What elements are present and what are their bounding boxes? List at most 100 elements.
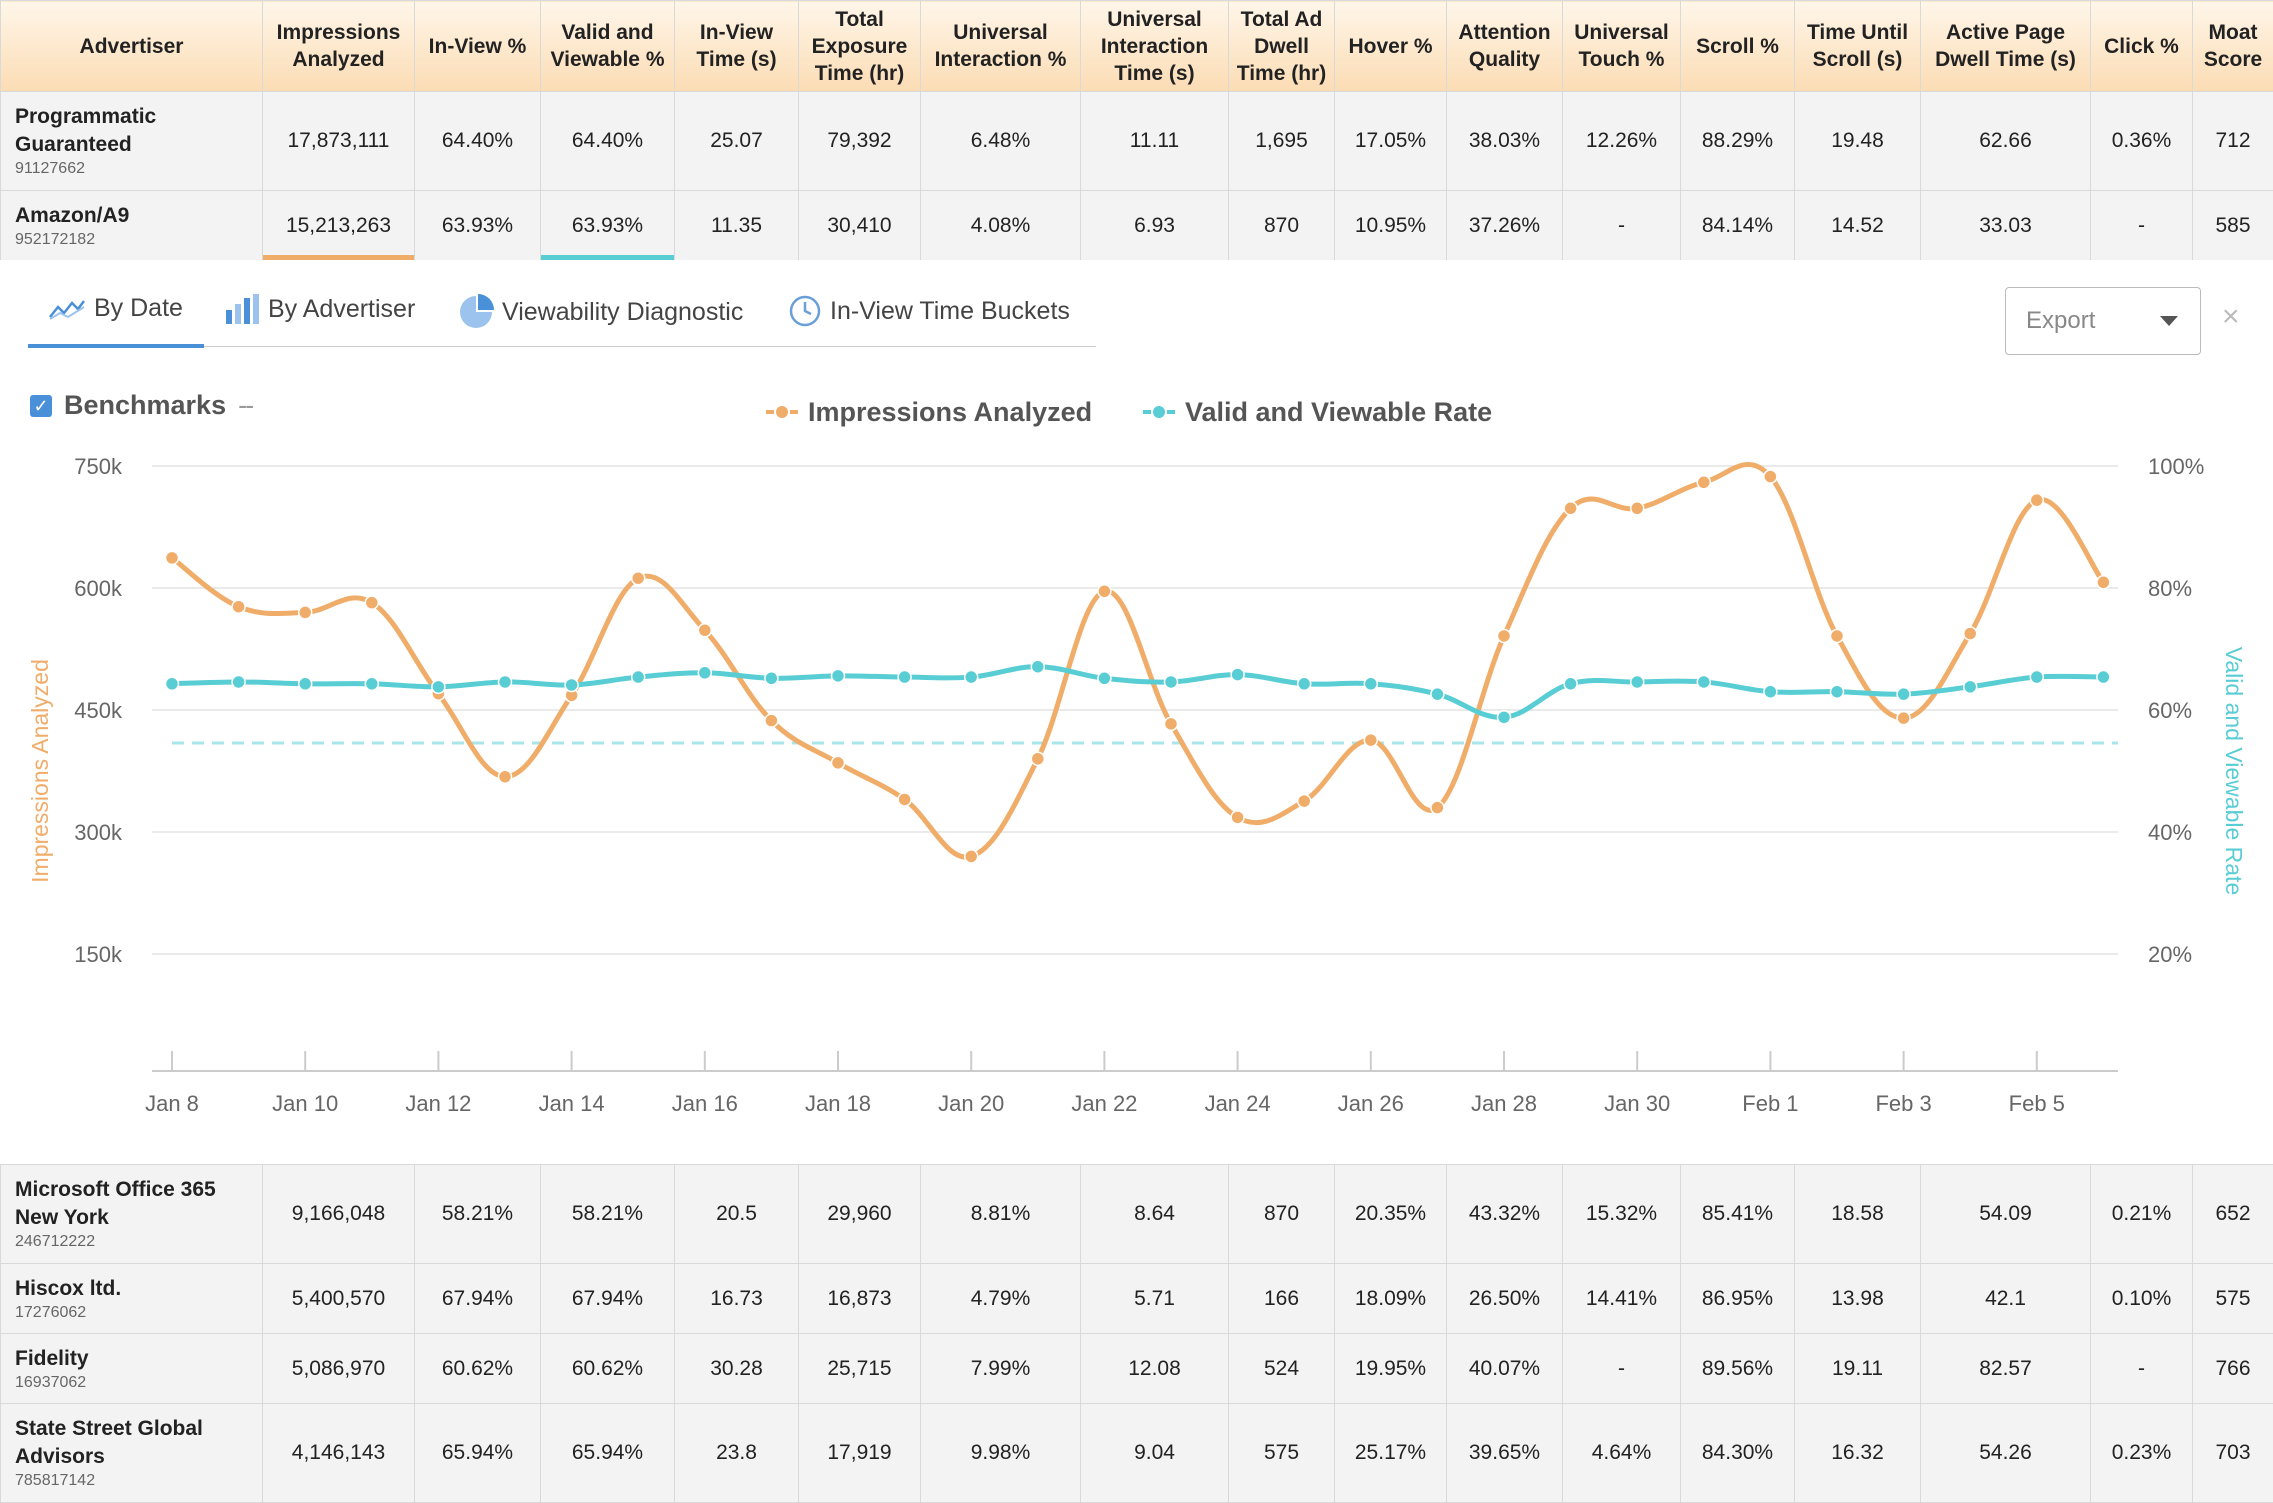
- data-point[interactable]: [297, 676, 313, 692]
- tab-in-view-time-buckets[interactable]: In-View Time Buckets: [788, 294, 1070, 328]
- benchmarks-toggle[interactable]: ✓ Benchmarks --: [30, 390, 254, 421]
- data-point[interactable]: [1563, 676, 1578, 692]
- advertiser-cell[interactable]: Programmatic Guaranteed 91127662: [0, 91, 263, 191]
- data-point[interactable]: [1030, 659, 1046, 674]
- data-point[interactable]: [1829, 628, 1845, 644]
- data-point[interactable]: [1097, 671, 1112, 686]
- data-point[interactable]: [564, 677, 579, 693]
- data-point[interactable]: [2029, 669, 2045, 685]
- column-header[interactable]: Scroll %: [1680, 0, 1795, 92]
- data-point[interactable]: [1097, 584, 1112, 599]
- legend-item[interactable]: Impressions Analyzed: [766, 397, 1092, 427]
- data-point[interactable]: [1230, 810, 1245, 825]
- data-point[interactable]: [431, 679, 446, 695]
- table-row[interactable]: Microsoft Office 365 New York 246712222 9,…: [0, 1164, 2273, 1264]
- data-point[interactable]: [497, 769, 513, 784]
- advertiser-cell[interactable]: State Street Global Advisors 785817142: [0, 1403, 263, 1503]
- data-point[interactable]: [1163, 716, 1179, 732]
- benchmarks-checkbox[interactable]: ✓: [30, 394, 52, 417]
- data-point[interactable]: [630, 669, 646, 685]
- data-point[interactable]: [1629, 674, 1645, 690]
- data-point[interactable]: [1896, 686, 1911, 702]
- data-point[interactable]: [364, 595, 380, 610]
- column-header[interactable]: Time Until Scroll (s): [1794, 0, 1921, 92]
- data-point[interactable]: [1496, 628, 1512, 644]
- data-point[interactable]: [1763, 469, 1778, 484]
- data-point[interactable]: [830, 668, 846, 684]
- legend-item[interactable]: Valid and Viewable Rate: [1143, 397, 1492, 427]
- column-header[interactable]: Active Page Dwell Time (s): [1920, 0, 2091, 92]
- advertiser-name: Microsoft Office 365 New York: [15, 1178, 216, 1229]
- data-point[interactable]: [897, 792, 912, 807]
- data-point[interactable]: [1629, 501, 1645, 516]
- data-point[interactable]: [497, 674, 513, 690]
- benchmarks-dash-icon: --: [238, 390, 254, 420]
- column-header[interactable]: In-View Time (s): [674, 0, 799, 92]
- data-point[interactable]: [1363, 676, 1379, 692]
- data-point[interactable]: [963, 669, 979, 685]
- column-header[interactable]: Attention Quality: [1446, 0, 1563, 92]
- advertiser-cell[interactable]: Amazon/A9 952172182: [0, 190, 263, 261]
- column-header[interactable]: Total Ad Dwell Time (hr): [1228, 0, 1335, 92]
- data-point[interactable]: [1696, 475, 1712, 490]
- data-point[interactable]: [1829, 684, 1845, 699]
- column-header[interactable]: Universal Interaction %: [920, 0, 1081, 92]
- table-row[interactable]: Fidelity 16937062 5,086,970 60.62% 60.62% 30.…: [0, 1333, 2273, 1404]
- tab-by-date[interactable]: By Date: [48, 294, 183, 323]
- data-point[interactable]: [830, 755, 846, 771]
- data-point[interactable]: [697, 665, 713, 681]
- data-point[interactable]: [2096, 669, 2111, 685]
- data-point[interactable]: [764, 671, 779, 686]
- close-icon[interactable]: ×: [2222, 300, 2240, 333]
- data-point[interactable]: [1696, 674, 1712, 690]
- data-point[interactable]: [364, 676, 380, 692]
- column-header[interactable]: Moat Score: [2192, 0, 2273, 92]
- data-point[interactable]: [2029, 492, 2045, 508]
- data-point[interactable]: [1962, 679, 1978, 695]
- data-point[interactable]: [630, 570, 646, 586]
- column-header[interactable]: Hover %: [1334, 0, 1447, 92]
- tab-by-advertiser[interactable]: By Advertiser: [224, 294, 415, 324]
- advertiser-cell[interactable]: Fidelity 16937062: [0, 1333, 263, 1404]
- data-point[interactable]: [297, 605, 313, 620]
- data-point[interactable]: [164, 550, 180, 566]
- column-header[interactable]: Universal Touch %: [1562, 0, 1681, 92]
- column-header[interactable]: Universal Interaction Time (s): [1080, 0, 1229, 92]
- data-point[interactable]: [231, 599, 246, 614]
- table-row[interactable]: State Street Global Advisors 785817142 4,1…: [0, 1403, 2273, 1503]
- column-header[interactable]: Total Exposure Time (hr): [798, 0, 921, 92]
- table-row[interactable]: Programmatic Guaranteed 91127662 17,873,11…: [0, 91, 2273, 191]
- column-header[interactable]: Click %: [2090, 0, 2193, 92]
- column-header[interactable]: Impressions Analyzed: [262, 0, 415, 92]
- advertiser-cell[interactable]: Hiscox ltd. 17276062: [0, 1263, 263, 1334]
- column-header[interactable]: Valid and Viewable %: [540, 0, 675, 92]
- data-point[interactable]: [697, 623, 713, 638]
- data-point[interactable]: [1030, 751, 1046, 767]
- y-right-tick-label: 20%: [2148, 942, 2192, 967]
- data-point[interactable]: [1563, 501, 1578, 516]
- data-point[interactable]: [897, 669, 912, 685]
- data-point[interactable]: [963, 849, 979, 864]
- data-point[interactable]: [1896, 710, 1911, 726]
- data-point[interactable]: [1230, 667, 1245, 682]
- data-point[interactable]: [2096, 575, 2111, 590]
- data-point[interactable]: [764, 713, 779, 728]
- data-point[interactable]: [231, 674, 246, 690]
- column-header[interactable]: In-View %: [414, 0, 541, 92]
- data-point[interactable]: [1363, 732, 1379, 748]
- data-point[interactable]: [1763, 684, 1778, 699]
- data-point[interactable]: [1496, 710, 1512, 725]
- advertiser-cell[interactable]: Microsoft Office 365 New York 246712222: [0, 1164, 263, 1264]
- data-point[interactable]: [1163, 674, 1179, 690]
- data-point[interactable]: [164, 676, 180, 692]
- column-header[interactable]: Advertiser: [0, 0, 263, 92]
- data-point[interactable]: [1296, 676, 1312, 692]
- data-point[interactable]: [1430, 800, 1445, 815]
- table-row[interactable]: Hiscox ltd. 17276062 5,400,570 67.94% 67.94%…: [0, 1263, 2273, 1334]
- data-point[interactable]: [1296, 793, 1312, 809]
- table-row[interactable]: Amazon/A9 952172182 15,213,263 63.93% 63.93%…: [0, 190, 2273, 261]
- export-dropdown[interactable]: Export: [2005, 287, 2201, 355]
- data-point[interactable]: [1430, 686, 1445, 702]
- data-point[interactable]: [1962, 626, 1978, 641]
- tab-viewability-diagnostic[interactable]: Viewability Diagnostic: [458, 294, 743, 330]
